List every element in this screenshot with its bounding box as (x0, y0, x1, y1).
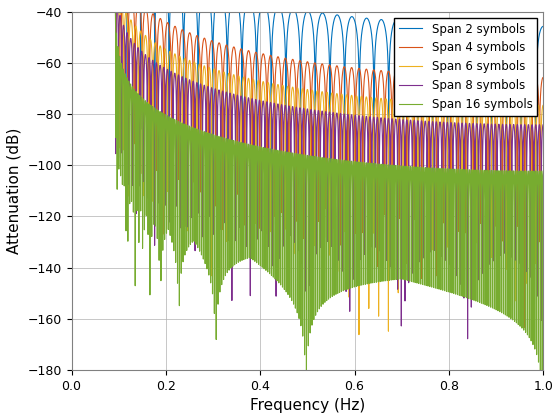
Line: Span 4 symbols: Span 4 symbols (72, 0, 543, 327)
Span 4 symbols (540, 75, 547, 80)
Span 4 symbols (190, 81, 197, 87)
Span 4 symbols (334, 63, 340, 68)
Span 16 symbols (455, 168, 462, 173)
Span 4 symbols (455, 133, 462, 138)
Span 4 symbols (442, 86, 449, 91)
Span 6 symbols (334, 91, 340, 96)
Span 8 symbols (464, 336, 471, 341)
Line: Span 16 symbols: Span 16 symbols (72, 0, 543, 398)
Span 4 symbols (521, 325, 528, 330)
Span 6 symbols (190, 63, 197, 68)
Span 16 symbols (442, 174, 449, 179)
Span 6 symbols (255, 79, 262, 84)
Span 6 symbols (455, 106, 462, 111)
Span 4 symbols (255, 71, 262, 76)
Span 8 symbols (190, 81, 197, 86)
Span 2 symbols (400, 258, 407, 263)
Legend: Span 2 symbols, Span 4 symbols, Span 6 symbols, Span 8 symbols, Span 16 symbols: Span 2 symbols, Span 4 symbols, Span 6 s… (394, 18, 537, 116)
Span 8 symbols (255, 104, 262, 109)
Span 8 symbols (334, 111, 340, 116)
Span 6 symbols (356, 332, 362, 337)
Span 16 symbols (334, 160, 340, 165)
Span 16 symbols (190, 136, 197, 141)
Span 6 symbols (540, 103, 547, 108)
X-axis label: Frequency (Hz): Frequency (Hz) (250, 398, 365, 413)
Span 16 symbols (255, 179, 262, 184)
Span 2 symbols (455, 30, 462, 35)
Span 8 symbols (442, 140, 449, 145)
Span 16 symbols (540, 168, 547, 173)
Span 8 symbols (455, 121, 462, 126)
Span 2 symbols (255, 18, 262, 23)
Span 2 symbols (540, 24, 547, 29)
Span 6 symbols (442, 100, 449, 105)
Span 2 symbols (334, 12, 340, 17)
Line: Span 2 symbols: Span 2 symbols (72, 0, 543, 261)
Span 8 symbols (540, 122, 547, 127)
Line: Span 8 symbols: Span 8 symbols (72, 0, 543, 339)
Span 16 symbols (539, 395, 545, 400)
Line: Span 6 symbols: Span 6 symbols (72, 0, 543, 335)
Span 2 symbols (442, 37, 449, 42)
Y-axis label: Attenuation (dB): Attenuation (dB) (7, 128, 22, 254)
